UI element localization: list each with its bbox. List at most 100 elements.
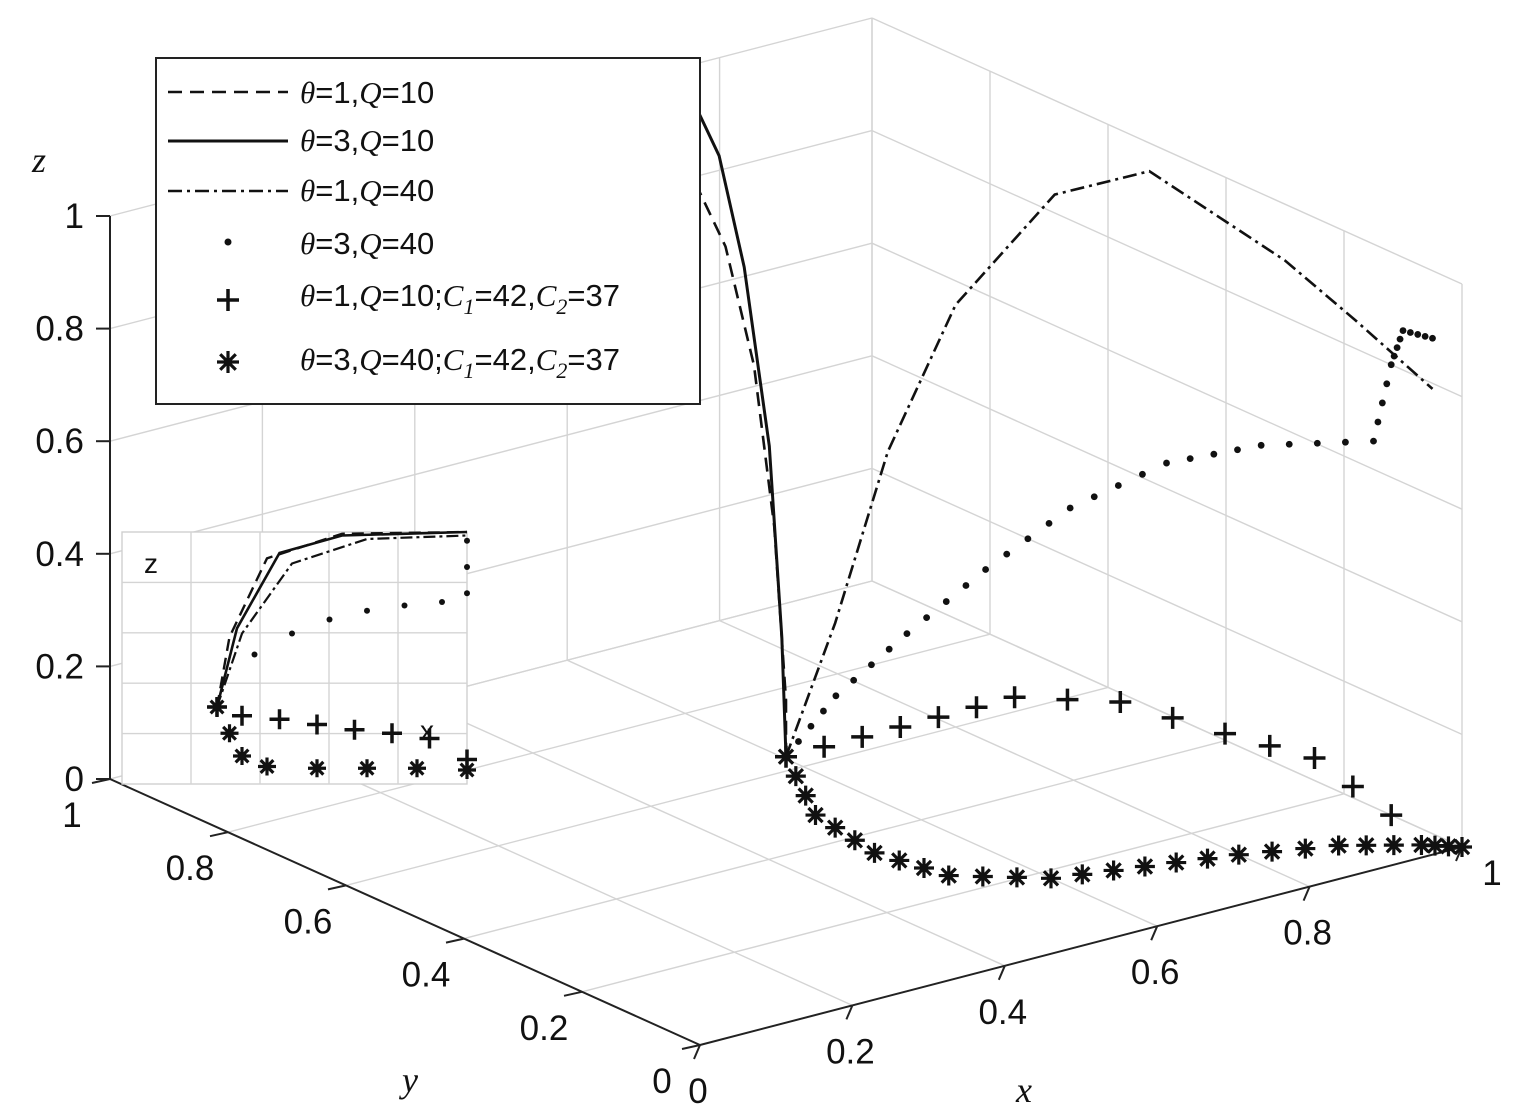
tick-labels: 0000.20.20.20.40.40.40.60.60.60.80.80.81… <box>35 197 1501 1108</box>
series-point <box>1378 399 1386 407</box>
grid-floor-x <box>414 699 1006 967</box>
y-tick-mark <box>681 1044 701 1050</box>
series-point <box>972 866 993 887</box>
series-2 <box>784 169 1434 758</box>
series-point <box>1341 775 1364 798</box>
legend-entry-2: θ=1,Q=40 <box>300 173 434 208</box>
inset-point <box>401 602 408 609</box>
y-tick-mark <box>91 778 111 784</box>
series-point <box>1328 835 1349 856</box>
series-point <box>965 696 988 719</box>
series-4 <box>775 686 1403 827</box>
series-point <box>1303 746 1326 769</box>
inset-point <box>408 759 426 778</box>
z-tick-label: 0.6 <box>35 422 84 461</box>
grid-floor-y <box>227 633 991 833</box>
inset-point <box>439 599 445 605</box>
series-point <box>1163 459 1170 467</box>
series-point <box>1396 335 1404 343</box>
series-point <box>868 661 875 669</box>
series-point <box>795 738 802 745</box>
series-point <box>1006 867 1027 888</box>
series-point <box>1003 686 1026 709</box>
series-point <box>807 722 815 730</box>
series-point <box>938 865 959 886</box>
series-point <box>864 842 885 863</box>
series-point <box>1429 334 1436 342</box>
series-point <box>805 805 826 826</box>
series-point <box>1421 332 1429 340</box>
series-point <box>820 707 827 715</box>
series-point <box>1109 691 1132 714</box>
y-tick-label: 0.6 <box>284 902 333 941</box>
series-point <box>1114 482 1122 489</box>
series-point <box>1066 504 1074 512</box>
series-point <box>776 746 796 767</box>
series-point <box>813 735 836 758</box>
x-tick-label: 0.2 <box>826 1032 875 1071</box>
inset-point <box>464 537 470 544</box>
inset-point <box>344 719 365 740</box>
series-point <box>1285 440 1293 448</box>
grid-floor-x <box>566 659 1158 927</box>
y-tick-label: 0.8 <box>166 849 215 888</box>
inset-point <box>220 724 239 743</box>
legend-box <box>155 57 701 405</box>
inset-x-label: x <box>420 715 434 746</box>
grid-floor-y <box>345 686 1109 887</box>
series-0 <box>640 118 788 757</box>
y-tick-label: 0.4 <box>402 956 451 995</box>
legend-symbols <box>168 90 288 373</box>
series-point <box>1234 446 1241 454</box>
series-point <box>1161 706 1184 729</box>
grid-floor-x <box>871 580 1463 848</box>
series-point <box>1090 493 1098 501</box>
series-point <box>923 614 931 621</box>
series-point <box>844 830 865 851</box>
axes <box>91 215 1463 1060</box>
series-point <box>1438 836 1459 857</box>
x-tick-mark <box>845 1005 854 1020</box>
y-tick-mark <box>327 884 347 891</box>
inset-series <box>207 530 477 779</box>
series-point <box>1313 439 1321 447</box>
series-point <box>1452 837 1472 857</box>
series-line <box>784 169 1434 758</box>
series-point <box>1406 329 1414 336</box>
series-point <box>1166 852 1187 873</box>
series-point <box>1041 868 1061 889</box>
series-point <box>1370 437 1377 445</box>
inset-point <box>458 761 476 779</box>
series-point <box>913 857 934 878</box>
series-point <box>1257 441 1265 449</box>
series-point <box>795 785 816 806</box>
series-point <box>1393 344 1401 352</box>
series-point <box>1342 438 1349 446</box>
series-point <box>825 817 846 838</box>
x-tick-label: 0.4 <box>978 993 1027 1032</box>
series-point <box>850 676 858 684</box>
series-point <box>1186 455 1194 463</box>
series-point <box>1210 450 1218 458</box>
data-series <box>640 111 1472 889</box>
y-axis-label: y <box>399 1060 418 1100</box>
x-axis-line <box>699 846 1463 1046</box>
x-tick-label: 1 <box>1482 854 1501 893</box>
series-point <box>889 716 912 738</box>
y-tick-mark <box>209 831 229 838</box>
series-point <box>1380 804 1403 827</box>
series-line <box>640 118 788 757</box>
series-point <box>889 850 910 871</box>
inset-point <box>382 723 402 744</box>
inset-point <box>208 698 226 716</box>
series-point <box>1003 550 1011 558</box>
series-point <box>1399 327 1407 334</box>
inset-point <box>358 759 376 778</box>
y-tick-label: 1 <box>62 796 81 835</box>
inset-point <box>258 757 276 776</box>
inset-point <box>308 759 326 778</box>
z-axis-label: z <box>31 140 46 180</box>
inset-point <box>233 747 251 765</box>
series-point <box>942 598 950 605</box>
